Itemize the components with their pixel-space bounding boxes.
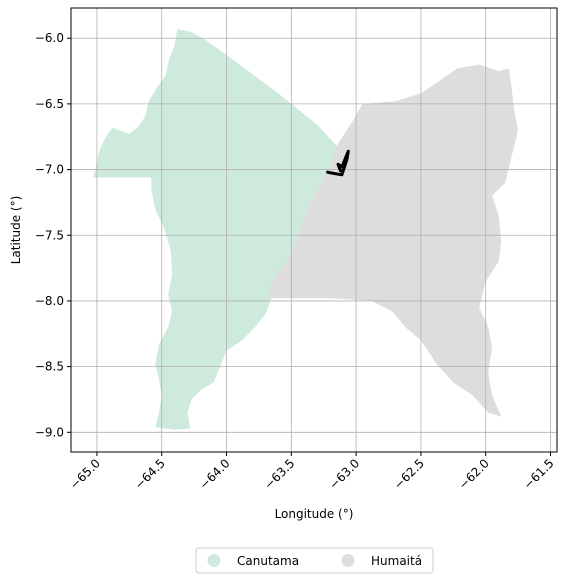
legend-label-humaita: Humaitá <box>371 554 422 568</box>
y-tick-label: −6.0 <box>35 31 64 45</box>
y-tick-label: −8.0 <box>35 294 64 308</box>
legend: Canutama Humaitá <box>196 548 433 573</box>
y-tick-label: −6.5 <box>35 97 64 111</box>
legend-swatch-canutama <box>208 554 221 567</box>
y-tick-label: −9.0 <box>35 425 64 439</box>
y-tick-label: −7.5 <box>35 228 64 242</box>
x-axis-label: Longitude (°) <box>275 507 354 521</box>
y-tick-label: −8.5 <box>35 360 64 374</box>
legend-label-canutama: Canutama <box>237 554 299 568</box>
y-axis-label: Latitude (°) <box>9 196 23 265</box>
legend-swatch-humaita <box>342 554 355 567</box>
y-tick-label: −7.0 <box>35 163 64 177</box>
